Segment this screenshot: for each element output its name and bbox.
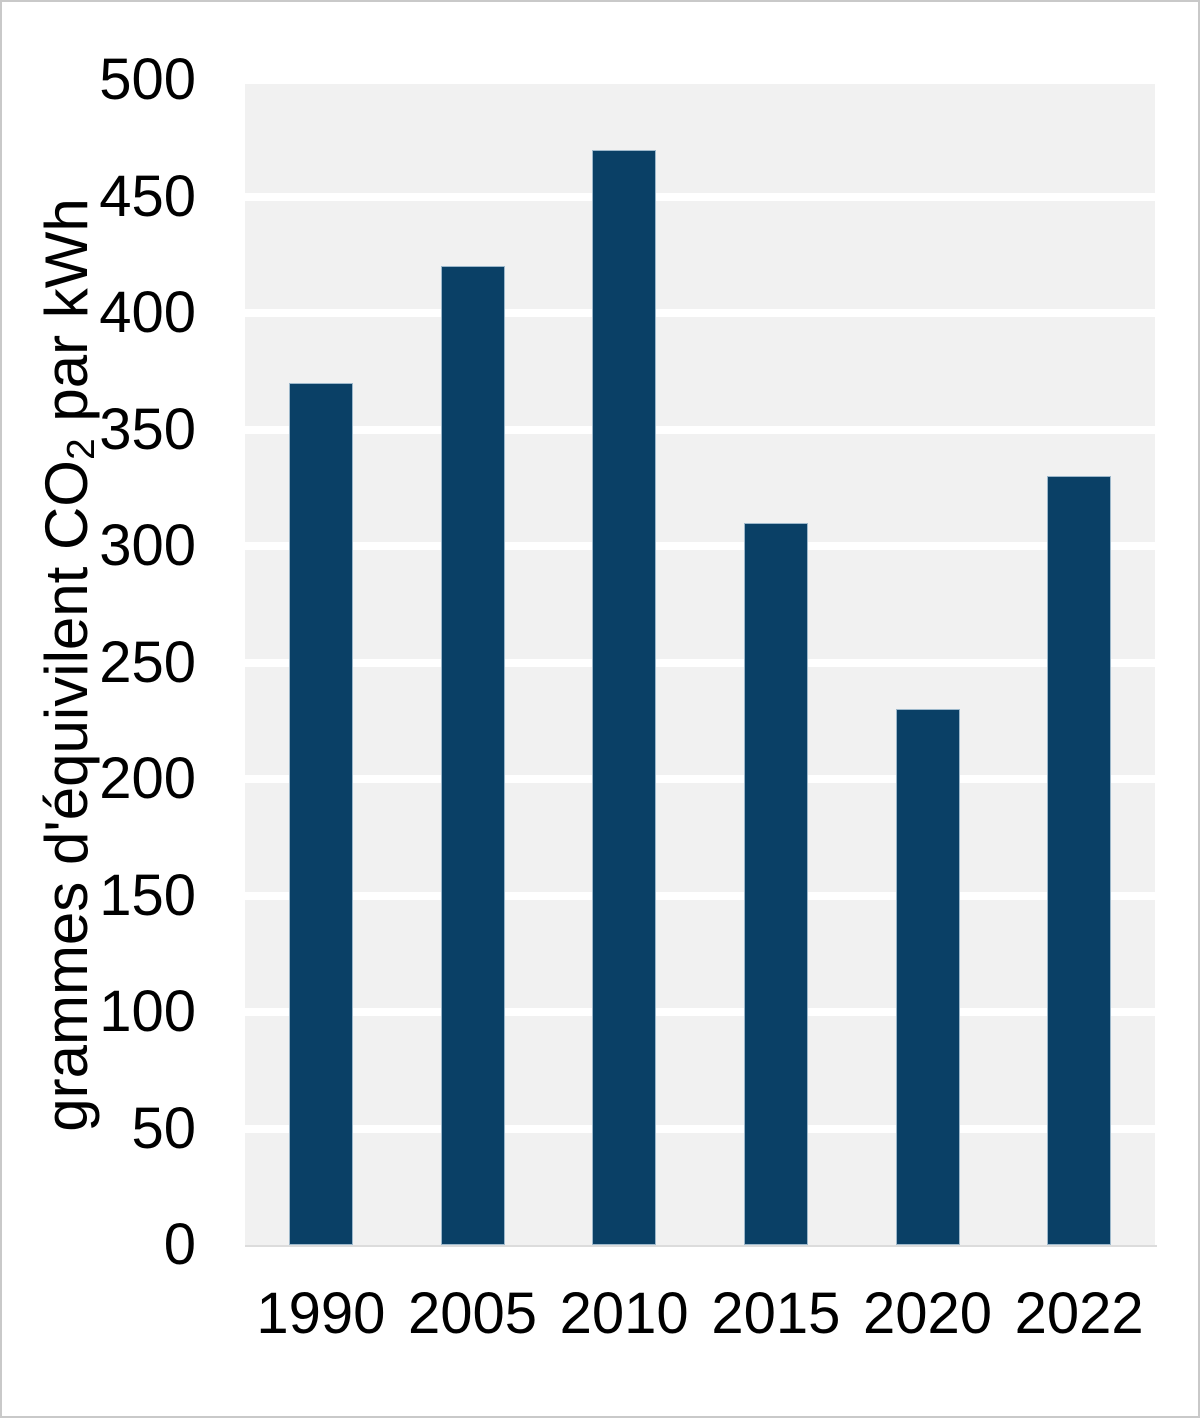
gridline-100 bbox=[245, 1008, 1155, 1016]
y-tick-250: 250 bbox=[99, 629, 196, 695]
bar-2010 bbox=[592, 149, 657, 1245]
bar-2022 bbox=[1047, 476, 1112, 1245]
x-tick-2015: 2015 bbox=[711, 1281, 841, 1346]
gridline-250 bbox=[245, 658, 1155, 667]
gridline-350 bbox=[245, 425, 1155, 434]
gridline-200 bbox=[245, 775, 1155, 783]
x-tick-2022: 2022 bbox=[1014, 1281, 1144, 1346]
bar-2005 bbox=[440, 266, 505, 1245]
plot-area bbox=[245, 80, 1155, 1245]
gridline-150 bbox=[245, 891, 1155, 900]
y-tick-100: 100 bbox=[99, 979, 196, 1044]
bar-1990 bbox=[288, 382, 353, 1245]
gridline-500 bbox=[245, 80, 1155, 84]
gridline-50 bbox=[245, 1124, 1155, 1133]
y-tick-450: 450 bbox=[99, 163, 196, 229]
gridline-300 bbox=[245, 542, 1155, 550]
x-axis-line bbox=[245, 1245, 1157, 1247]
y-tick-400: 400 bbox=[99, 280, 196, 345]
bar-2015 bbox=[743, 522, 808, 1245]
x-tick-1990: 1990 bbox=[256, 1281, 386, 1346]
y-tick-500: 500 bbox=[99, 47, 196, 112]
gridline-400 bbox=[245, 309, 1155, 317]
x-tick-2005: 2005 bbox=[407, 1281, 538, 1346]
bar-2020 bbox=[895, 709, 960, 1245]
y-tick-50: 50 bbox=[131, 1095, 196, 1161]
y-tick-200: 200 bbox=[99, 746, 196, 811]
x-tick-2010: 2010 bbox=[559, 1281, 689, 1346]
y-tick-0: 0 bbox=[163, 1212, 196, 1277]
gridline-450 bbox=[245, 192, 1155, 201]
y-tick-150: 150 bbox=[99, 862, 196, 928]
y-tick-350: 350 bbox=[99, 396, 196, 462]
x-tick-2020: 2020 bbox=[862, 1281, 993, 1346]
y-tick-300: 300 bbox=[99, 513, 196, 578]
